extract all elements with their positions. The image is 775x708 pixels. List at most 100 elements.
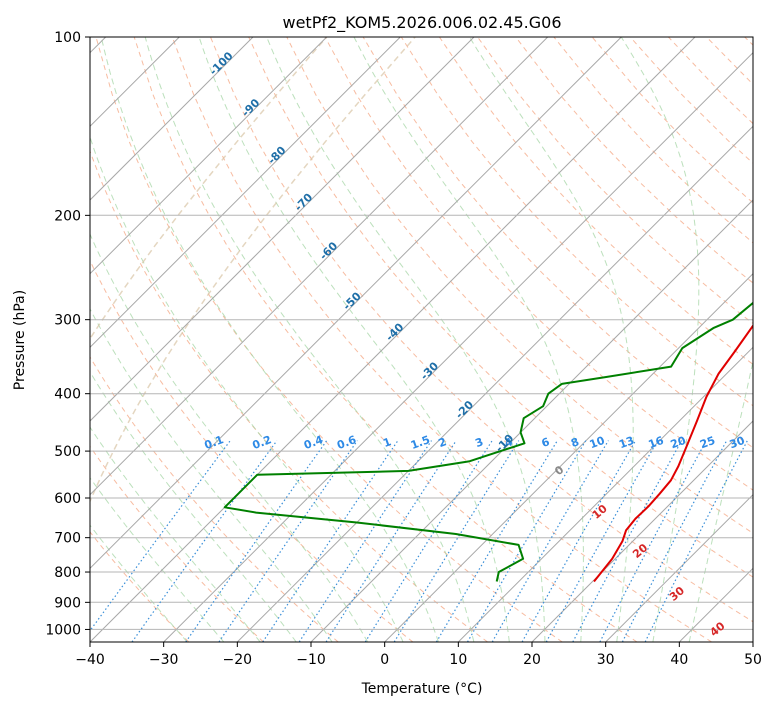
isotherm-label: -70 bbox=[292, 190, 315, 213]
y-tick-label: 100 bbox=[54, 30, 81, 46]
moist-adiabat-label: 30 bbox=[667, 584, 687, 604]
y-tick-label: 600 bbox=[54, 491, 81, 507]
isotherm-label: -90 bbox=[239, 96, 262, 119]
mixing-ratio-line bbox=[364, 440, 493, 642]
x-tick-label: 50 bbox=[744, 652, 762, 668]
isotherm-line bbox=[90, 37, 696, 642]
isotherm-label: -40 bbox=[383, 320, 406, 343]
isotherm-line bbox=[384, 272, 753, 642]
moist-adiabat bbox=[90, 524, 188, 642]
mixing-ratio-label: 1.5 bbox=[409, 433, 432, 452]
moist-adiabat bbox=[90, 426, 261, 642]
moist-adiabat bbox=[90, 308, 333, 642]
plot-frame bbox=[89, 36, 754, 643]
dry-adiabat bbox=[133, 37, 638, 642]
dry-adiabat bbox=[248, 37, 753, 578]
isotherm-line bbox=[752, 641, 753, 642]
moist-adiabat bbox=[266, 37, 546, 642]
mixing-ratio-line bbox=[435, 440, 558, 642]
x-tick-label: −20 bbox=[223, 652, 253, 668]
dry-adiabat bbox=[706, 37, 753, 86]
mixing-ratio-label: 10 bbox=[588, 434, 607, 452]
mixing-ratio-label: 0.1 bbox=[203, 433, 226, 452]
mixing-ratio-label: 3 bbox=[473, 435, 485, 450]
dry-adiabat bbox=[90, 445, 264, 642]
x-tick-label: 30 bbox=[597, 652, 615, 668]
x-axis-label: Temperature (°C) bbox=[361, 681, 483, 697]
mixing-ratio-line bbox=[621, 440, 728, 642]
dry-adiabat bbox=[210, 37, 753, 623]
moist-adiabat bbox=[90, 135, 404, 642]
y-tick-label: 300 bbox=[54, 313, 81, 329]
dry-adiabat bbox=[171, 37, 712, 642]
background-lines bbox=[90, 37, 753, 642]
moist-adiabat bbox=[90, 476, 225, 642]
mixing-ratio-label: 6 bbox=[540, 435, 552, 450]
chart-title: wetPf2_KOM5.2026.006.02.45.G06 bbox=[282, 13, 561, 33]
isotherm-label: -30 bbox=[418, 359, 441, 382]
dry-adiabat bbox=[90, 356, 339, 642]
dry-adiabat bbox=[90, 531, 190, 642]
dry-adiabat bbox=[744, 37, 753, 46]
mixing-ratio-line bbox=[599, 440, 707, 642]
moist-adiabat-label: 40 bbox=[708, 619, 728, 639]
isotherm-line bbox=[90, 37, 622, 570]
y-tick-label: 400 bbox=[54, 387, 81, 403]
mixing-ratio-label: 0.6 bbox=[335, 433, 358, 452]
y-tick-label: 500 bbox=[54, 444, 81, 460]
temperature-profile-line bbox=[593, 324, 753, 583]
mixing-ratio-label: 1 bbox=[381, 435, 393, 450]
isotherm-line bbox=[457, 346, 753, 642]
mixing-ratio-label: 2 bbox=[437, 435, 449, 450]
moist-adiabat bbox=[469, 37, 634, 642]
dewpoint-profile-line bbox=[223, 301, 753, 582]
mixing-ratio-label: 25 bbox=[698, 434, 717, 451]
isotherm-line bbox=[163, 51, 753, 642]
isotherm-line bbox=[605, 493, 753, 642]
mixing-ratio-line bbox=[325, 440, 457, 642]
isotherm-line bbox=[90, 37, 401, 349]
x-tick-label: −40 bbox=[75, 652, 105, 668]
y-tick-label: 800 bbox=[54, 565, 81, 581]
mixing-ratio-line bbox=[218, 440, 358, 642]
mixing-ratio-line bbox=[131, 440, 278, 642]
moist-adiabat bbox=[353, 37, 584, 642]
mixing-ratio-line bbox=[491, 440, 609, 642]
moist-adiabat-label: 10 bbox=[590, 502, 610, 522]
mixing-ratio-label: 13 bbox=[617, 434, 636, 451]
reference-curve bbox=[90, 37, 328, 340]
mixing-ratio-label: 4 bbox=[503, 435, 515, 450]
x-tick-label: −30 bbox=[149, 652, 179, 668]
isotherm-line bbox=[90, 37, 328, 275]
mixing-ratio-label: 36 bbox=[753, 434, 772, 452]
mixing-ratio-label: 30 bbox=[728, 434, 747, 452]
mixing-ratio-label: 8 bbox=[569, 435, 581, 450]
isotherm-label: -100 bbox=[207, 49, 236, 78]
mixing-ratio-line bbox=[298, 440, 432, 642]
mixing-ratio-label: 0.2 bbox=[251, 433, 274, 452]
x-tick-label: 0 bbox=[380, 652, 389, 668]
moist-adiabat bbox=[100, 37, 439, 642]
mixing-ratio-line bbox=[545, 440, 659, 642]
y-tick-label: 900 bbox=[54, 595, 81, 611]
mixing-ratio-line bbox=[466, 440, 587, 642]
moist-adiabat bbox=[688, 358, 753, 642]
mixing-ratio-line bbox=[393, 440, 520, 642]
y-axis-ticks: 100 200 300 400 500 600 700 800 900 1000 bbox=[45, 30, 90, 638]
isotherm-line bbox=[90, 37, 475, 422]
moist-adiabat bbox=[198, 37, 510, 642]
isotherm-label: -20 bbox=[453, 398, 476, 421]
y-tick-label: 700 bbox=[54, 531, 81, 547]
dry-adiabat bbox=[95, 37, 563, 642]
x-tick-label: 20 bbox=[523, 652, 541, 668]
moist-adiabat bbox=[144, 37, 475, 642]
mixing-ratio-line bbox=[572, 440, 683, 642]
y-tick-label: 1000 bbox=[45, 622, 81, 638]
profile-series bbox=[223, 301, 753, 583]
moist-adiabat-label: 20 bbox=[630, 541, 650, 561]
mixing-ratio-label: 20 bbox=[669, 434, 688, 452]
x-axis-ticks: −40 −30 −20 −10 0 10 20 30 40 50 bbox=[75, 642, 762, 668]
x-tick-label: 40 bbox=[670, 652, 688, 668]
dry-adiabat bbox=[90, 149, 488, 642]
